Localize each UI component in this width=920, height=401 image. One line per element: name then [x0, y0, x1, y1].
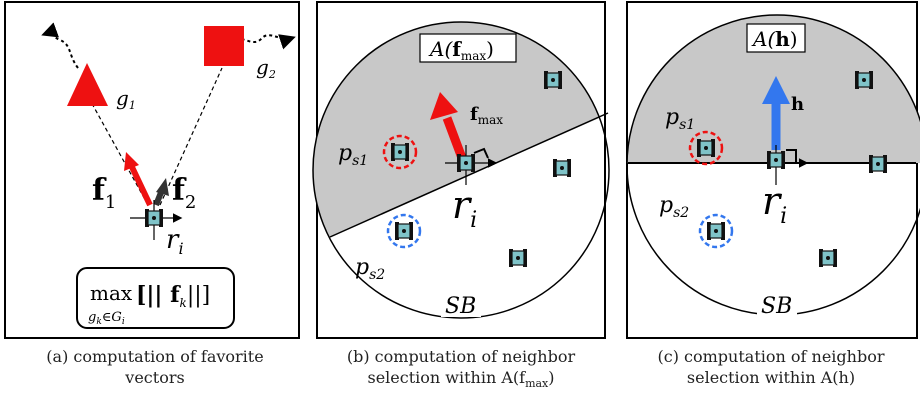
vector-f1-sub: 1: [105, 192, 116, 213]
area-label-b-end: ): [486, 37, 494, 61]
robot-c-sub: i: [780, 204, 787, 229]
vector-fmax-sub: max: [478, 113, 504, 127]
caption-b-line2-text: selection within A(f: [367, 368, 525, 387]
robot-other-c1: [855, 71, 873, 89]
robot-other-b2: [553, 159, 571, 177]
area-label-b-a: A(: [428, 37, 453, 61]
robot-sub: i: [178, 239, 183, 258]
formula-under-sub2: i: [122, 317, 125, 327]
ps2-b-letter: p: [355, 255, 369, 280]
caption-c-line2: selection within A(h): [622, 367, 920, 388]
sb-label-c: SB: [761, 294, 792, 319]
formula-under: gk∈Gi: [88, 310, 125, 327]
caption-b-line1: (b) computation of neighbor: [312, 346, 610, 367]
caption-b: (b) computation of neighbor selection wi…: [312, 346, 610, 394]
goal2-letter: g: [256, 55, 269, 79]
caption-a-line1: (a) computation of favorite: [5, 346, 305, 367]
caption-b-line2-end: ): [548, 368, 554, 387]
robot-ps1-b: [391, 143, 409, 161]
robot-ri: [145, 209, 163, 227]
area-label-c-end: ): [790, 27, 798, 51]
robot-ps2-c: [707, 222, 725, 240]
goal1-letter: g: [116, 86, 129, 110]
goal2-sub: 2: [268, 68, 276, 81]
robot-other-c2: [869, 155, 887, 173]
ps2-c-sub: s2: [673, 205, 689, 221]
robot-other-b3: [509, 249, 527, 267]
area-label-c-vec: h: [775, 27, 790, 51]
robot-b-sub: i: [470, 208, 477, 233]
area-label-c-a: A(: [751, 27, 776, 51]
goal1-sub: 1: [129, 99, 136, 112]
formula-under-g: g: [88, 310, 96, 325]
ps2-c-letter: p: [659, 193, 673, 218]
panel-a: g1 g2 f1 f2 ri max [|| fk||] gk∈Gi: [5, 2, 299, 338]
goal2-square: [204, 26, 244, 66]
robot-c-ri: [767, 151, 785, 169]
ps2-b-sub: s2: [369, 267, 385, 283]
formula-under-rest: ∈G: [102, 310, 122, 325]
caption-a: (a) computation of favorite vectors: [5, 346, 305, 388]
panel-c: A(h) h ri ps1 ps2 SB: [620, 0, 920, 338]
area-label-c: A(h): [751, 27, 798, 51]
robot-other-c3: [819, 249, 837, 267]
caption-b-line2-sub: max: [525, 377, 548, 390]
formula-body-sub: k: [180, 296, 187, 310]
ps1-c-letter: p: [665, 105, 679, 130]
area-label-b-sub: max: [461, 49, 487, 63]
caption-c-line1: (c) computation of neighbor: [622, 346, 920, 367]
vector-f2-sub: 2: [185, 192, 196, 213]
sb-label-b: SB: [445, 294, 476, 319]
caption-a-line2: vectors: [5, 367, 305, 388]
formula-body-end: ||]: [187, 283, 210, 308]
ps1-b-letter: p: [338, 141, 352, 166]
caption-b-line2: selection within A(fmax): [312, 367, 610, 394]
robot-ps2-b: [395, 222, 413, 240]
ps1-b-sub: s1: [352, 153, 368, 169]
vector-h-label: h: [791, 94, 804, 115]
caption-c: (c) computation of neighbor selection wi…: [622, 346, 920, 388]
formula-max: max: [90, 281, 133, 305]
panel-b: A(fmax) fmax ri ps1 ps2 SB: [300, 0, 640, 338]
formula-body-text: [|| f: [136, 282, 181, 308]
robot-b-ri: [457, 154, 475, 172]
robot-ps1-c: [697, 139, 715, 157]
ps1-c-sub: s1: [679, 117, 695, 133]
robot-other-b1: [544, 71, 562, 89]
formula-body: [|| fk||]: [136, 282, 210, 310]
